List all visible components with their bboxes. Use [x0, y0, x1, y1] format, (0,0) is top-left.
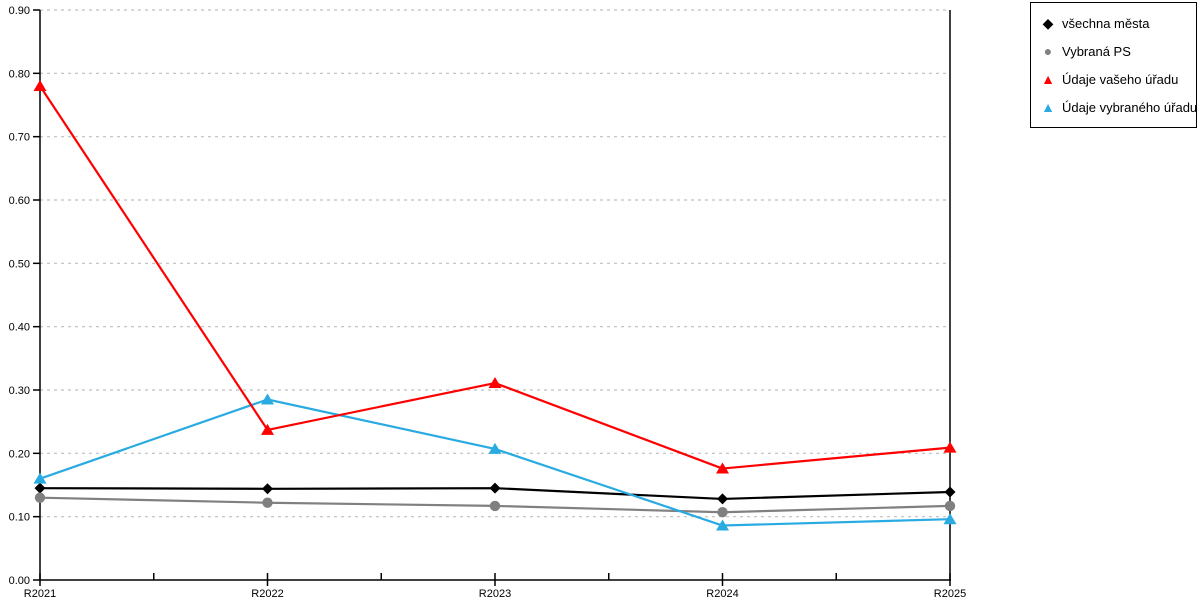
x-tick-label: R2021	[24, 588, 56, 600]
y-tick-label: 0.50	[9, 258, 30, 270]
y-tick-label: 0.70	[9, 132, 30, 144]
legend-label: Vybraná PS	[1062, 43, 1131, 59]
marker-triangle	[716, 462, 729, 474]
marker-diamond	[262, 483, 273, 495]
marker-diamond	[717, 493, 728, 505]
x-tick-label: R2022	[251, 588, 283, 600]
y-tick-label: 0.80	[9, 68, 30, 80]
x-tick-label: R2023	[479, 588, 511, 600]
legend-item: ▲ Údaje vašeho úřadu	[1040, 65, 1192, 93]
marker-triangle	[261, 423, 274, 435]
marker-circle	[717, 507, 728, 518]
legend-label: všechna města	[1062, 15, 1150, 31]
legend-item: ▲ Údaje vybraného úřadu	[1040, 93, 1197, 121]
marker-triangle	[33, 472, 47, 484]
marker-triangle	[716, 519, 729, 531]
series-line	[39, 85, 951, 470]
legend: ◆ všechna města ● Vybraná PS ▲ Údaje vaš…	[1030, 2, 1197, 128]
triangle-icon: ▲	[1041, 99, 1055, 115]
legend-label: Údaje vašeho úřadu	[1062, 71, 1179, 87]
legend-label: Údaje vybraného úřadu	[1062, 99, 1198, 115]
y-tick-label: 0.00	[9, 575, 30, 587]
marker-triangle	[261, 393, 274, 405]
marker-circle	[489, 500, 501, 512]
x-tick-label: R2025	[934, 588, 966, 600]
y-tick-label: 0.10	[9, 512, 30, 524]
marker-triangle	[488, 442, 502, 454]
legend-item: ◆ všechna města	[1040, 9, 1192, 37]
circle-icon: ●	[1043, 43, 1053, 59]
marker-triangle	[943, 513, 957, 525]
y-tick-label: 0.20	[9, 448, 30, 460]
marker-triangle	[488, 377, 502, 389]
marker-diamond	[34, 482, 46, 494]
marker-circle	[34, 492, 46, 503]
marker-triangle	[33, 80, 47, 91]
marker-circle	[944, 500, 956, 512]
legend-item: ● Vybraná PS	[1040, 37, 1192, 65]
y-tick-label: 0.90	[9, 5, 30, 17]
marker-circle	[262, 497, 273, 508]
y-tick-label: 0.40	[9, 322, 30, 334]
marker-diamond	[944, 486, 956, 498]
marker-diamond	[489, 482, 501, 494]
y-tick-label: 0.30	[9, 385, 30, 397]
y-tick-label: 0.60	[9, 195, 30, 207]
triangle-icon: ▲	[1041, 71, 1055, 87]
x-tick-label: R2024	[706, 588, 738, 600]
marker-triangle	[943, 441, 957, 453]
diamond-icon: ◆	[1042, 15, 1054, 31]
